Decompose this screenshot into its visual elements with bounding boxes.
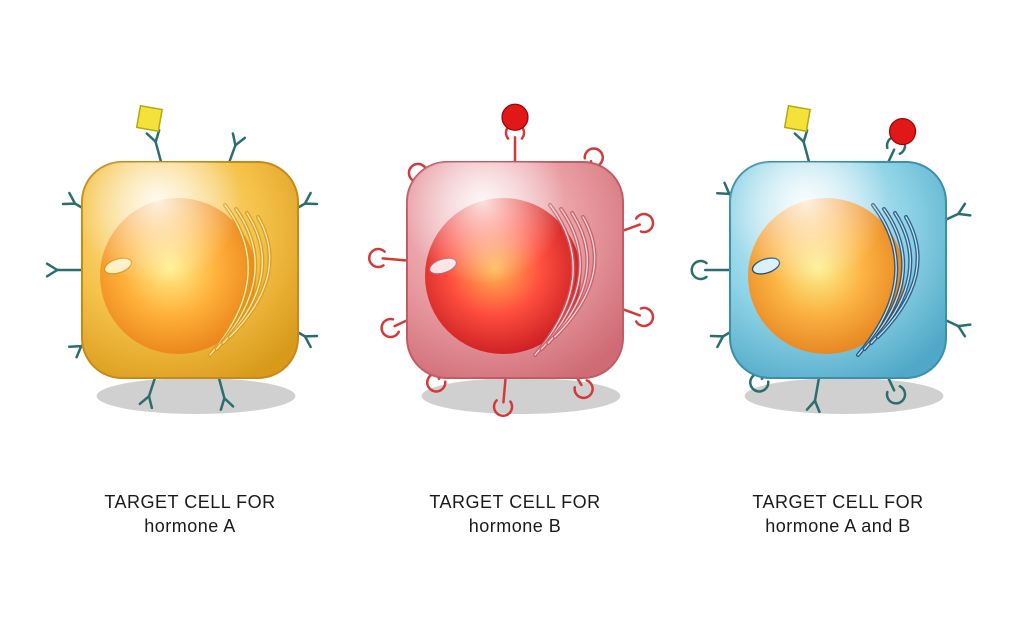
cell-b-svg: [365, 70, 665, 450]
hormone-b-icon: [890, 119, 916, 145]
cell-a-wrap: [40, 70, 340, 450]
cell-a-svg: [40, 70, 340, 450]
cell-b-wrap: [365, 70, 665, 450]
hormone-a-icon: [137, 106, 162, 131]
cell-a-label-line2: hormone A: [40, 514, 340, 538]
cell-ab-svg: [688, 70, 988, 450]
cell-a-label-line1: TARGET CELL FOR: [40, 490, 340, 514]
diagram-stage: TARGET CELL FOR hormone A TARGET CELL FO…: [0, 0, 1024, 638]
cell-b-label-line1: TARGET CELL FOR: [365, 490, 665, 514]
receptor-c-icon: [502, 104, 528, 165]
hormone-b-icon: [502, 104, 528, 130]
hormone-a-icon: [785, 106, 810, 131]
cell-b-label: TARGET CELL FOR hormone B: [365, 490, 665, 539]
receptor-y-icon: [137, 106, 163, 169]
cell-ab-label: TARGET CELL FOR hormone A and B: [688, 490, 988, 539]
cell-b-label-line2: hormone B: [365, 514, 665, 538]
cell-ab-wrap: [688, 70, 988, 450]
receptor-y-icon: [785, 106, 811, 169]
receptor-y-icon: [47, 264, 85, 277]
cell-ab-label-line1: TARGET CELL FOR: [688, 490, 988, 514]
receptor-c-icon: [692, 261, 734, 279]
receptor-c-icon: [369, 249, 410, 267]
cell-a-label: TARGET CELL FOR hormone A: [40, 490, 340, 539]
cell-ab-label-line2: hormone A and B: [688, 514, 988, 538]
